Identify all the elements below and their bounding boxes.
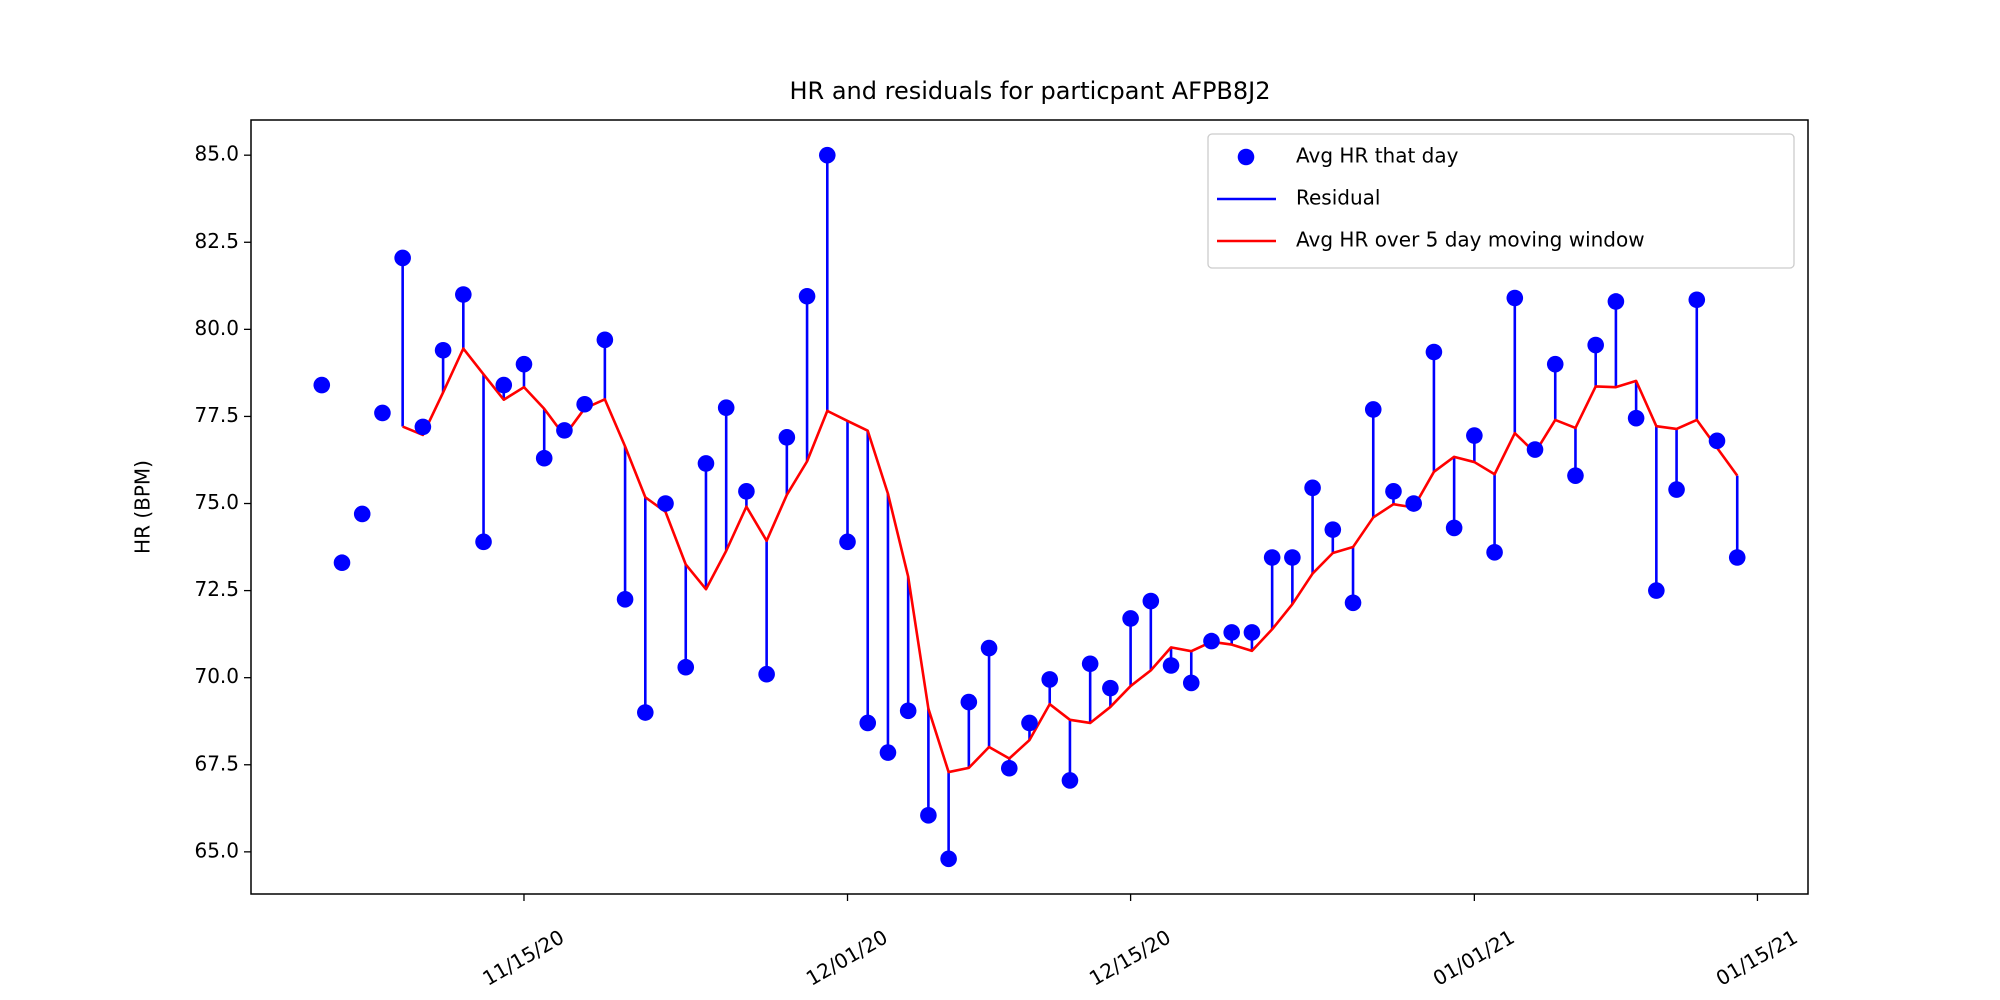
daily-point — [1486, 543, 1503, 561]
daily-point — [535, 449, 553, 467]
y-tick-label: 75.0 — [194, 490, 239, 514]
legend-label: Avg HR that day — [1296, 144, 1459, 168]
daily-point — [940, 850, 957, 868]
daily-point — [1364, 401, 1382, 418]
daily-point — [818, 146, 836, 164]
daily-point — [1223, 624, 1241, 641]
y-tick-label: 70.0 — [194, 664, 239, 688]
daily-point — [434, 341, 452, 359]
daily-point — [1041, 671, 1059, 688]
y-tick-label: 85.0 — [194, 142, 239, 166]
daily-point — [1102, 679, 1119, 697]
daily-point — [1506, 289, 1524, 307]
daily-point — [495, 376, 513, 394]
daily-point — [1142, 592, 1160, 610]
daily-point — [657, 495, 674, 512]
daily-point — [1203, 632, 1220, 650]
daily-point — [1021, 714, 1038, 732]
daily-point — [1668, 481, 1685, 498]
daily-point — [1445, 519, 1463, 537]
daily-point — [859, 714, 877, 732]
daily-point — [980, 639, 998, 657]
chart-title: HR and residuals for particpant AFPB8J2 — [789, 77, 1270, 105]
daily-point — [556, 422, 573, 439]
legend-label: Residual — [1296, 186, 1380, 210]
daily-point — [1243, 624, 1261, 641]
daily-point — [697, 455, 715, 472]
daily-point — [1000, 759, 1018, 777]
daily-point — [1466, 427, 1483, 444]
daily-point — [1182, 674, 1200, 692]
daily-point — [677, 658, 695, 676]
daily-point — [899, 702, 917, 720]
y-tick-label: 82.5 — [194, 229, 239, 253]
y-tick-label: 65.0 — [194, 838, 239, 862]
daily-point — [1708, 432, 1726, 450]
daily-point — [1081, 655, 1099, 673]
daily-point — [576, 395, 593, 413]
daily-point — [1607, 293, 1625, 310]
daily-point — [1162, 657, 1180, 674]
daily-point — [1324, 521, 1342, 538]
daily-point — [1425, 343, 1443, 361]
daily-point — [1122, 610, 1139, 627]
daily-point — [313, 376, 331, 394]
daily-point — [1263, 549, 1281, 566]
daily-point — [455, 286, 472, 303]
y-tick-label: 67.5 — [194, 751, 239, 775]
legend-box — [1207, 133, 1795, 269]
daily-point — [717, 399, 735, 417]
daily-point — [616, 591, 634, 608]
daily-point — [1587, 336, 1604, 354]
daily-point — [1304, 479, 1321, 497]
daily-point — [515, 355, 533, 373]
daily-point — [1526, 441, 1544, 458]
daily-point — [637, 704, 654, 721]
daily-point — [1385, 483, 1402, 500]
daily-point — [1344, 594, 1362, 612]
daily-point — [1648, 582, 1665, 599]
daily-point — [333, 554, 351, 572]
daily-point — [879, 744, 897, 761]
y-tick-label: 77.5 — [194, 403, 239, 427]
daily-point — [960, 693, 978, 711]
daily-point — [778, 429, 796, 446]
legend-label: Avg HR over 5 day moving window — [1296, 228, 1645, 252]
daily-point — [475, 533, 492, 551]
moving-average-line — [402, 347, 1739, 774]
daily-point — [758, 665, 775, 683]
daily-point — [839, 533, 856, 551]
daily-point — [374, 404, 391, 422]
daily-point — [414, 418, 432, 436]
daily-point — [1546, 355, 1564, 373]
daily-point — [738, 483, 755, 500]
daily-point — [1405, 495, 1422, 512]
daily-point — [1688, 291, 1706, 309]
daily-point — [394, 249, 411, 267]
daily-point — [920, 806, 937, 824]
daily-point — [1284, 549, 1301, 566]
plot-frame — [250, 119, 1809, 895]
daily-point — [596, 331, 614, 349]
daily-point — [1061, 772, 1079, 789]
daily-point — [1567, 467, 1584, 484]
y-tick-label: 80.0 — [194, 316, 239, 340]
y-axis-label: HR (BPM) — [131, 460, 155, 554]
daily-point — [798, 287, 816, 305]
daily-point — [1728, 549, 1746, 566]
daily-point — [353, 505, 371, 523]
y-tick-label: 72.5 — [194, 577, 239, 601]
legend-marker — [1237, 148, 1255, 166]
daily-point — [1627, 409, 1645, 427]
